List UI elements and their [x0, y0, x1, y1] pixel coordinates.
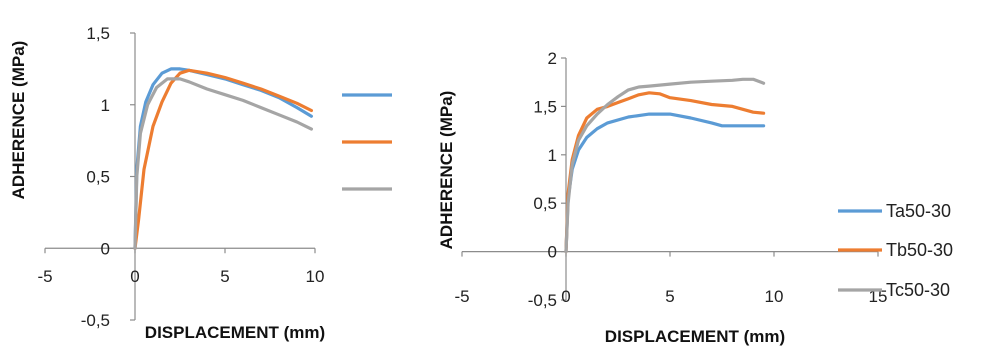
chart-left-y-axis-title: ADHERENCE (MPa): [9, 41, 28, 200]
chart-right-x-tick-label: 5: [665, 287, 674, 306]
chart-left-series-line-3: [133, 77, 313, 250]
chart-right-series-line-3: [564, 77, 766, 254]
chart-right-y-tick-label: -0,5: [528, 291, 557, 310]
chart-left-legend: [342, 93, 392, 191]
chart-left-x-axis-title: DISPLACEMENT (mm): [145, 323, 325, 342]
chart-right-legend: Ta50-30 Tb50-30 Tc50-30: [838, 201, 953, 300]
chart-right-legend-label-1: Ta50-30: [886, 201, 951, 221]
chart-left-x-ticks: -5 0 5 10: [37, 248, 324, 286]
chart-right-y-axis-title: ADHERENCE (MPa): [437, 91, 456, 250]
chart-left-x-tick-label: 5: [220, 267, 229, 286]
chart-right-x-tick-label: 15: [869, 287, 888, 306]
chart-right-x-tick-label: 10: [765, 287, 784, 306]
chart-left-x-tick-label: 10: [306, 267, 325, 286]
chart-right-y-tick-label: 1,5: [533, 97, 557, 116]
chart-right-x-ticks: -5 0 5 10 15: [454, 251, 888, 306]
chart-right-legend-label-2: Tb50-30: [886, 240, 953, 260]
chart-left-series-line-1: [133, 67, 313, 250]
chart-left-x-tick-label: -5: [37, 267, 52, 286]
chart-left-series: [133, 67, 313, 250]
chart-left-y-tick-label: 1,5: [86, 24, 110, 43]
chart-left-x-tick-label: 0: [130, 267, 139, 286]
chart-left-y-ticks: 1,5 1 0,5 0 -0,5: [81, 24, 135, 330]
chart-right-y-tick-label: 1: [548, 146, 557, 165]
chart-left-series-line-2: [133, 68, 313, 250]
chart-right-x-axis-title: DISPLACEMENT (mm): [605, 327, 785, 346]
chart-right: 21,510,50-0,5 -5 0 5 10 15 Ta50-30Tb50-30Tc5…: [437, 49, 953, 346]
chart-right-y-tick-label: 2: [548, 49, 557, 68]
chart-right-legend-label-3: Tc50-30: [886, 280, 950, 300]
chart-left: 1,5 1 0,5 0 -0,5 -5 0 5 10 DISPLACEMENT (mm) AD…: [9, 24, 392, 342]
chart-left-y-tick-label: 0: [101, 239, 110, 258]
chart-right-y-ticks: 2 1,5 1 0,5 0 -0,5: [528, 49, 566, 310]
chart-left-y-tick-label: 1: [101, 96, 110, 115]
chart-right-series-line-1: [564, 112, 766, 254]
chart-right-series: [564, 77, 766, 254]
chart-right-x-tick-label: -5: [454, 287, 469, 306]
chart-right-y-tick-label: 0,5: [533, 194, 557, 213]
chart-right-x-tick-label: 0: [561, 287, 570, 306]
chart-left-y-tick-label: 0,5: [86, 168, 110, 187]
chart-left-y-tick-label: -0,5: [81, 311, 110, 330]
chart-right-y-tick-label: 0: [548, 243, 557, 262]
chart-right-axes: [462, 58, 878, 300]
